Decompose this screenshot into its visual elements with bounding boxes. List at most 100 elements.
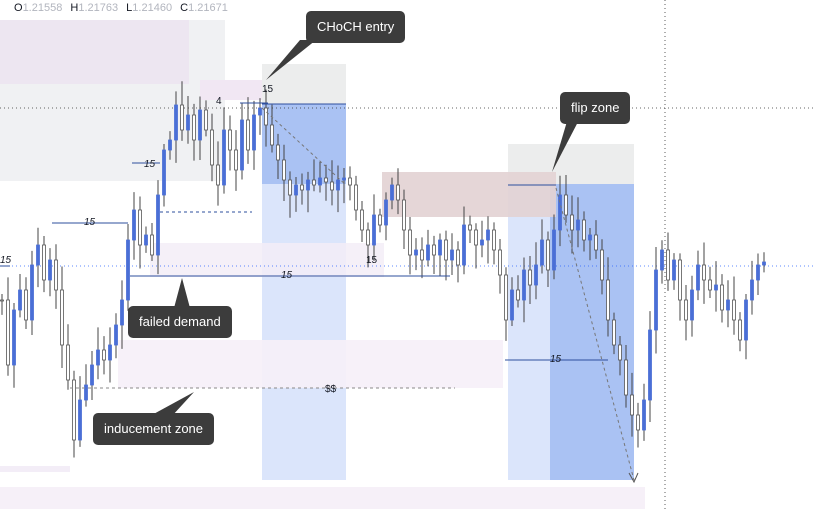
candle-body [12,309,16,366]
candle-body [444,239,448,261]
candle-body [114,324,118,346]
candle-body [318,177,322,186]
candle-body [744,299,748,341]
candle-body [42,244,46,281]
count-label-4: 4 [216,96,222,107]
candle-body [90,364,94,386]
candle-body [432,244,436,256]
dashed-lines [70,107,635,481]
candle-body [600,249,604,281]
candle-body [564,194,568,216]
candle-body [180,104,184,131]
candle-body [186,114,190,131]
candle-body [78,399,82,441]
ohlc-close-value: 1.21671 [188,2,228,14]
candle-body [498,249,502,276]
candle-body [738,319,742,341]
candle-body [516,289,520,301]
candle-body [48,259,52,281]
candle-body [348,177,352,186]
candle-body [126,239,130,301]
candle-body [222,129,226,186]
ohlc-open-value: 1.21558 [22,2,63,14]
candle-body [726,299,730,311]
candle-body [720,284,724,311]
candle-body [372,214,376,246]
ohlc-open-key: O [14,2,23,14]
ohlc-low-value: 1.21460 [132,2,173,14]
candle-body [504,274,508,321]
choch-entry-callout[interactable]: CHoCH entry [306,11,406,43]
candle-body [636,414,640,431]
inducement-zone-callout[interactable]: inducement zone [93,413,215,445]
inducement-demand-zone [118,340,503,388]
liquidity-label: $$ [325,384,337,395]
choch-projection [261,107,347,186]
candle-body [492,229,496,251]
candle-body [450,249,454,261]
candle-body [102,349,106,361]
candle-body [678,259,682,301]
candle-body [258,107,262,116]
candle-body [204,109,208,131]
candle-body [480,239,484,246]
failed-demand-callout[interactable]: failed demand [128,306,232,338]
candle-body [210,129,214,166]
small-purple-zone [200,80,262,100]
candle-body [510,289,514,321]
candle-body [312,179,316,186]
candle-body [252,114,256,151]
candle-body [540,239,544,266]
candle-body [576,219,580,231]
candle-body [132,209,136,241]
candle-body [702,264,706,281]
candle-body [228,129,232,151]
candle-body [708,279,712,291]
candle-body [72,379,76,441]
ohlc-legend: O1.21558 H1.21763 L1.21460 C1.21671 [14,2,228,14]
candle-body [750,279,754,301]
choch-blue-zone [262,104,346,184]
flip-bos-label: 15 [550,354,562,365]
candle-body [468,224,472,231]
candle-body [570,214,574,231]
choch-level-label: 15 [262,84,274,95]
candle-body [528,269,532,286]
candle-body [642,399,646,431]
inducement-callout-pointer [150,392,194,416]
candle-body [324,177,328,183]
candle-body [168,139,172,151]
candle-body [588,234,592,241]
flip-callout-pointer [552,118,580,172]
candle-body [684,299,688,321]
candle-body [660,249,664,271]
candle-body [234,149,238,171]
flip-blue-zone [550,184,634,480]
flip-zone-callout[interactable]: flip zone [560,92,631,124]
candle-body [384,199,388,226]
candle-body [24,289,28,321]
bos-label-2: 15 [144,159,156,170]
structure-lines [0,102,608,361]
candle-body [654,269,658,331]
candle-body [354,184,358,211]
candle-body [156,194,160,256]
candle-body [714,284,718,291]
ohlc-high-key: H [70,2,79,14]
candle-body [438,239,442,256]
candle-body [396,184,400,201]
candle-body [624,359,628,396]
candle-body [558,194,562,231]
candle-body [30,264,34,321]
ohlc-high-value: 1.21763 [78,2,119,14]
candle-body [408,229,412,256]
candle-body [108,344,112,361]
candle-body [330,181,334,191]
flip-arrow-head [628,472,639,484]
candle-body [690,289,694,321]
candle-body [174,104,178,141]
candle-body [6,299,10,366]
candle-body [120,299,124,326]
